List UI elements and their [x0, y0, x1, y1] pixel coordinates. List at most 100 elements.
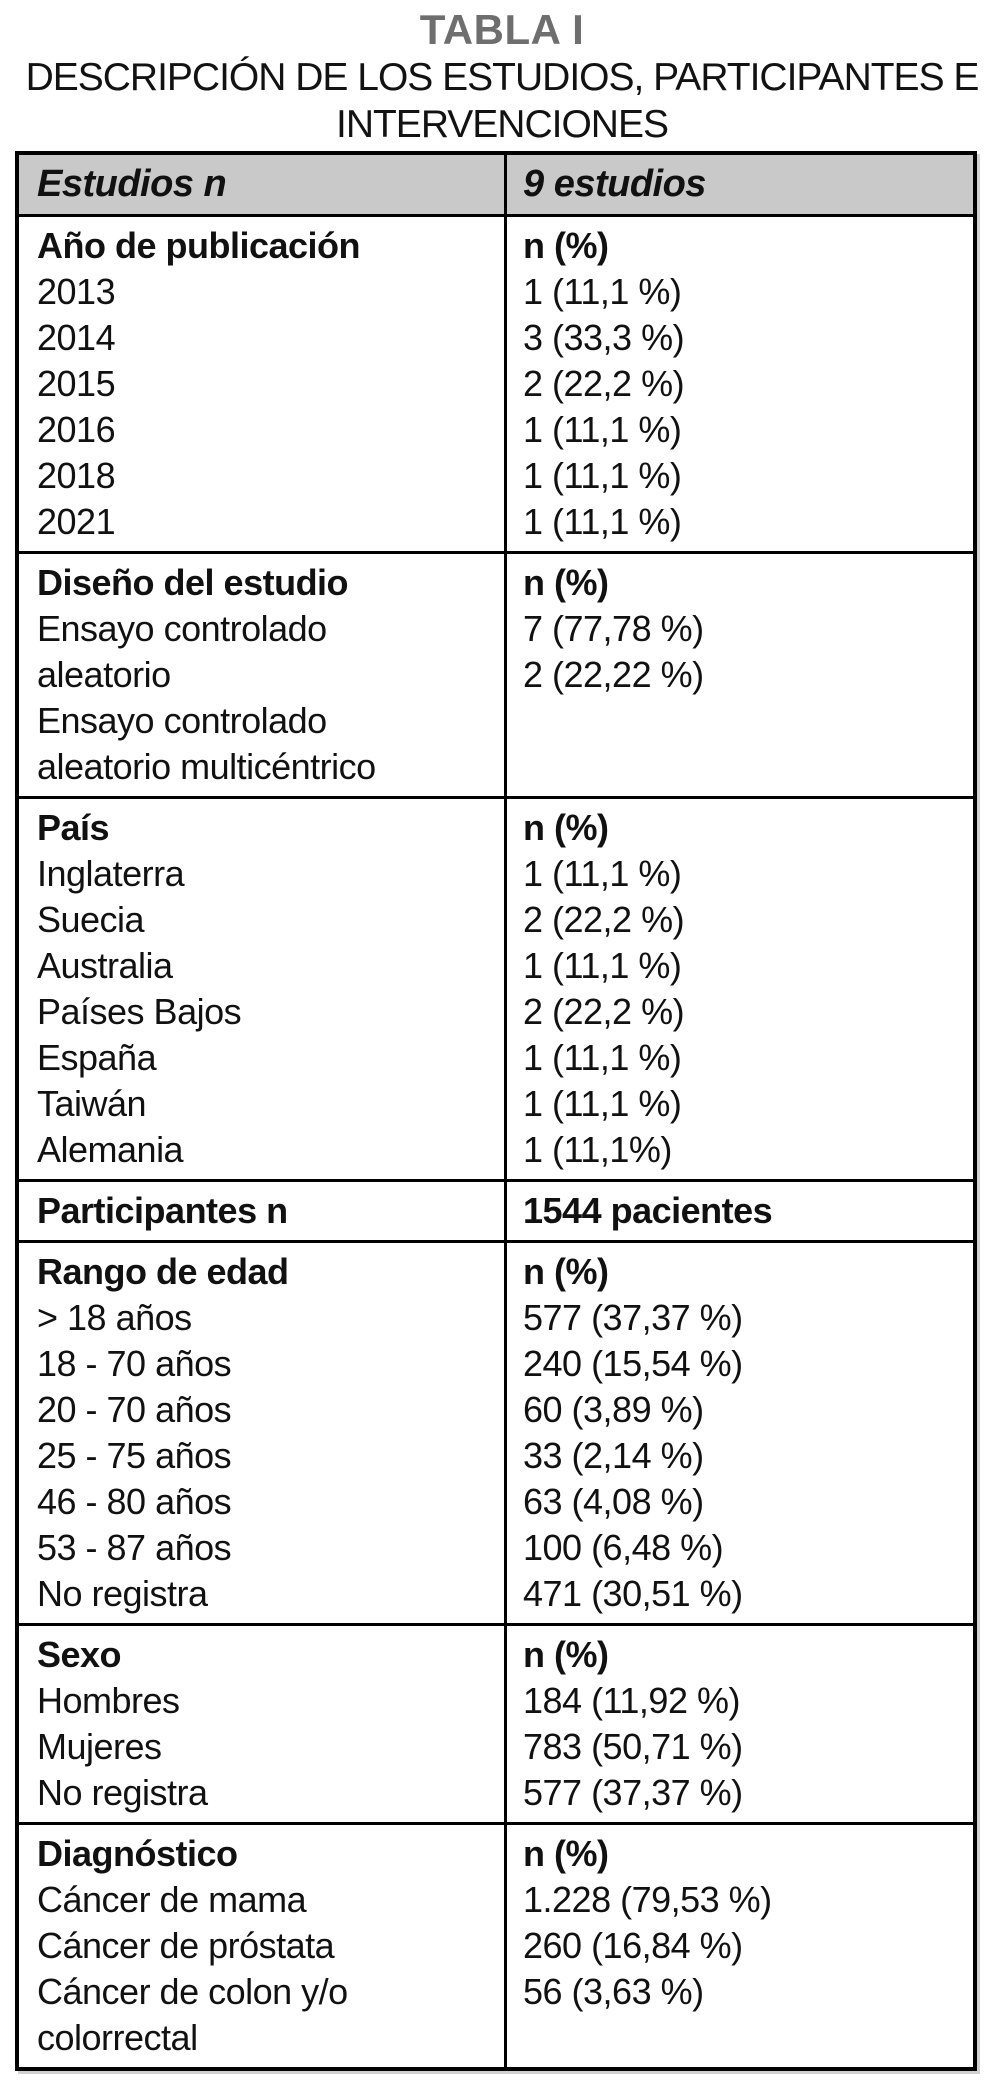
section-label-header: Sexo [37, 1634, 122, 1675]
section-label-line: > 18 años [37, 1297, 192, 1338]
section-label-cell: Sexo Hombres Mujeres No registra [19, 1626, 507, 1822]
table-section: Año de publicación 2013 2014 2015 2016 2018 20… [19, 217, 973, 551]
section-label-line: España [37, 1037, 157, 1078]
table-section: Rango de edad > 18 años 18 - 70 años 20 - 7… [19, 1240, 973, 1623]
section-label-line: Taiwán [37, 1083, 147, 1124]
section-label-line: Cáncer de próstata [37, 1925, 335, 1966]
section-value-cell: n (%) 1 (11,1 %) 3 (33,3 %) 2 (22,2 %) 1 (11… [507, 217, 973, 551]
section-value-cell: n (%) 1.228 (79,53 %) 260 (16,84 %) 56 (3,6… [507, 1825, 973, 2067]
section-value-line: 3 (33,3 %) [523, 317, 685, 358]
table-header-right-cell: 9 estudios [523, 163, 706, 205]
section-value-line: 100 (6,48 %) [523, 1527, 724, 1568]
section-value-line: 1 (11,1 %) [523, 945, 682, 986]
section-label-header: Participantes n [37, 1190, 288, 1231]
section-label-line: 20 - 70 años [37, 1389, 232, 1430]
section-label-line: 18 - 70 años [37, 1343, 232, 1384]
section-value-cell: n (%) 1 (11,1 %) 2 (22,2 %) 1 (11,1 %) 2 (22… [507, 799, 973, 1179]
section-label-line: Países Bajos [37, 991, 242, 1032]
table-section: Diseño del estudio Ensayo controlado aleat… [19, 551, 973, 796]
section-value-line: 1 (11,1 %) [523, 501, 682, 542]
section-value-line: 56 (3,63 %) [523, 1971, 704, 2012]
section-label-line: 46 - 80 años [37, 1481, 232, 1522]
section-label-line: Cáncer de mama [37, 1879, 307, 1920]
section-value-header: n (%) [523, 225, 609, 266]
section-label-line: 2013 [37, 271, 116, 312]
section-value-line: 184 (11,92 %) [523, 1680, 740, 1721]
section-label-header: Diseño del estudio [37, 562, 349, 603]
section-value-line: 63 (4,08 %) [523, 1481, 704, 1522]
section-value-line: 577 (37,37 %) [523, 1772, 743, 1813]
section-value-header: n (%) [523, 562, 609, 603]
studies-table: Estudios n 9 estudios Año de publicación… [15, 151, 977, 2071]
section-label-line: Ensayo controlado [37, 608, 327, 649]
table-section: Sexo Hombres Mujeres No registra n (%) 184 (1… [19, 1623, 973, 1822]
section-label-cell: Participantes n [19, 1182, 507, 1240]
section-label-line: Alemania [37, 1129, 184, 1170]
section-value-line: 260 (16,84 %) [523, 1925, 743, 1966]
section-value-line: 1 (11,1 %) [523, 455, 682, 496]
table-sections: Año de publicación 2013 2014 2015 2016 2018 20… [19, 217, 973, 2067]
section-value-cell: 1544 pacientes [507, 1182, 973, 1240]
section-label-cell: País Inglaterra Suecia Australia Países Bajo… [19, 799, 507, 1179]
table-title: TABLA I [419, 6, 585, 53]
section-label-cell: Diagnóstico Cáncer de mama Cáncer de próst… [19, 1825, 507, 2067]
section-label-header: Año de publicación [37, 225, 361, 266]
section-value-cell: n (%) 184 (11,92 %) 783 (50,71 %) 577 (37,3… [507, 1626, 973, 1822]
section-label-line: 25 - 75 años [37, 1435, 232, 1476]
section-label-line: 2018 [37, 455, 116, 496]
section-label-line: Cáncer de colon y/o [37, 1971, 348, 2012]
section-value-line: 2 (22,2 %) [523, 991, 685, 1032]
section-label-line: Ensayo controlado [37, 700, 327, 741]
section-label-line: aleatorio multicéntrico [37, 746, 376, 787]
section-label-cell: Año de publicación 2013 2014 2015 2016 2018 20… [19, 217, 507, 551]
section-value-line: 1 (11,1%) [523, 1129, 672, 1170]
section-value-line: 1 (11,1 %) [523, 853, 682, 894]
section-label-cell: Rango de edad > 18 años 18 - 70 años 20 - 7… [19, 1243, 507, 1623]
table-header-left-cell: Estudios n [19, 155, 507, 214]
section-value-line: 60 (3,89 %) [523, 1389, 704, 1430]
table-subtitle-line2: INTERVENCIONES [335, 103, 669, 146]
section-label-header: Diagnóstico [37, 1833, 238, 1874]
section-value-line: 2 (22,2 %) [523, 363, 685, 404]
section-value-line: 1 (11,1 %) [523, 1037, 682, 1078]
section-value-header: n (%) [523, 1251, 609, 1292]
section-value-line: 577 (37,37 %) [523, 1297, 743, 1338]
section-label-line: No registra [37, 1573, 208, 1614]
section-label-cell: Diseño del estudio Ensayo controlado aleat… [19, 554, 507, 796]
section-label-line: 53 - 87 años [37, 1527, 232, 1568]
section-value-line: 7 (77,78 %) [523, 608, 704, 649]
section-value-header: n (%) [523, 807, 609, 848]
section-value-line: 1 (11,1 %) [523, 409, 682, 450]
table-subtitle-line1: DESCRIPCIÓN DE LOS ESTUDIOS, PARTICIPANT… [25, 56, 980, 99]
section-value-line: 471 (30,51 %) [523, 1573, 743, 1614]
section-value-line: 2 (22,22 %) [523, 654, 704, 695]
section-value-cell: n (%) 577 (37,37 %) 240 (15,54 %) 60 (3,89 … [507, 1243, 973, 1623]
table-section: Diagnóstico Cáncer de mama Cáncer de próst… [19, 1822, 973, 2067]
section-value-line: 1.228 (79,53 %) [523, 1879, 772, 1920]
table-section: País Inglaterra Suecia Australia Países Bajo… [19, 796, 973, 1179]
section-value-header: n (%) [523, 1634, 609, 1675]
section-label-line: Mujeres [37, 1726, 162, 1767]
section-label-line: aleatorio [37, 654, 171, 695]
section-value-line: 33 (2,14 %) [523, 1435, 704, 1476]
section-value-cell: n (%) 7 (77,78 %) 2 (22,22 %) [507, 554, 973, 796]
section-label-line: 2014 [37, 317, 116, 358]
section-value-line: 1 (11,1 %) [523, 1083, 682, 1124]
section-value-line: 2 (22,2 %) [523, 899, 685, 940]
section-label-line: Suecia [37, 899, 145, 940]
section-value-header: n (%) [523, 1833, 609, 1874]
section-label-line: Inglaterra [37, 853, 185, 894]
section-label-line: Australia [37, 945, 173, 986]
section-label-line: Hombres [37, 1680, 180, 1721]
section-value-line: 240 (15,54 %) [523, 1343, 743, 1384]
section-label-line: 2016 [37, 409, 116, 450]
section-label-line: 2021 [37, 501, 116, 542]
section-label-header: Rango de edad [37, 1251, 289, 1292]
section-label-line: colorrectal [37, 2017, 198, 2058]
table-section: Participantes n 1544 pacientes [19, 1179, 973, 1240]
page: TABLA I DESCRIPCIÓN DE LOS ESTUDIOS, PAR… [0, 6, 1004, 2085]
section-value-header: 1544 pacientes [523, 1190, 773, 1231]
section-label-line: 2015 [37, 363, 116, 404]
section-value-line: 783 (50,71 %) [523, 1726, 743, 1767]
section-label-header: País [37, 807, 110, 848]
